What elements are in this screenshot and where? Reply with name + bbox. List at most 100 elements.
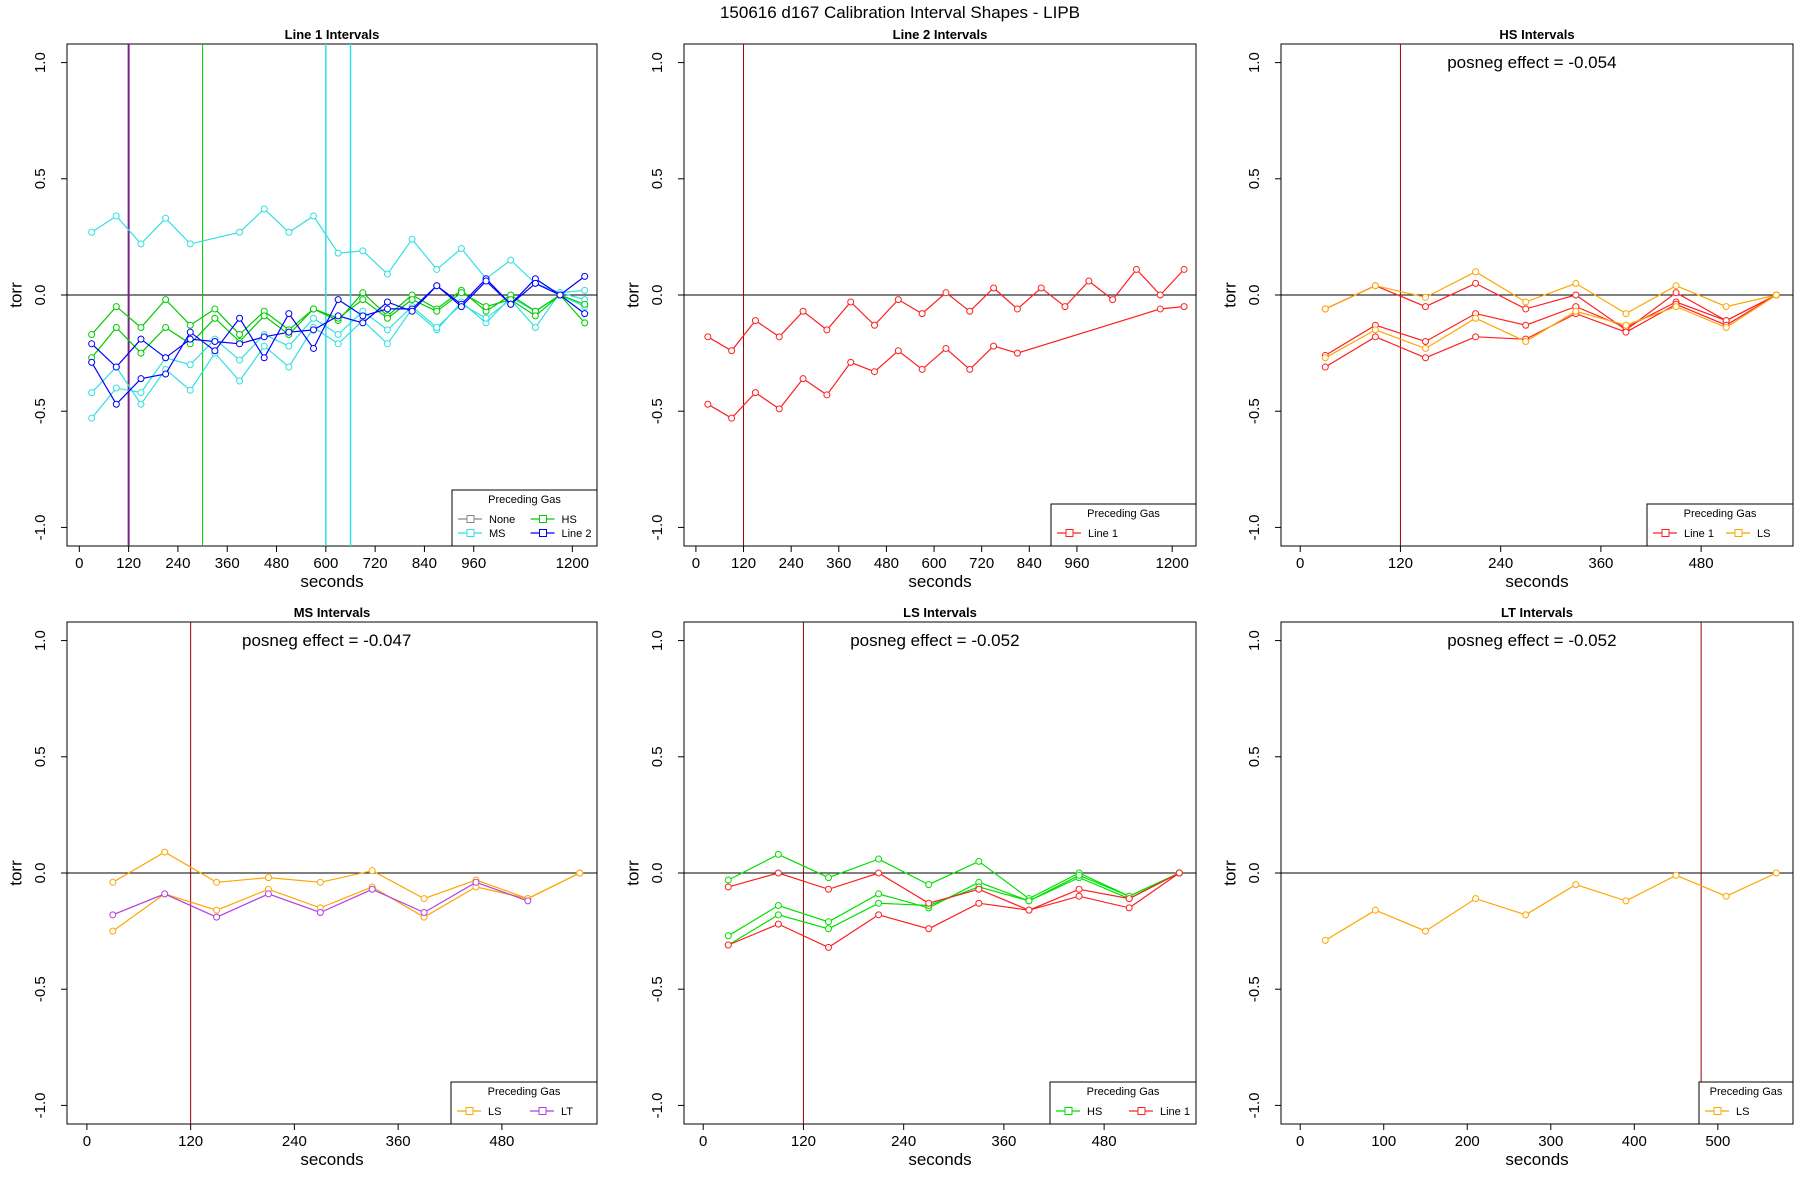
- series-line: [1325, 294, 1777, 359]
- x-tick-label: 300: [1538, 1133, 1563, 1150]
- data-point: [1061, 303, 1069, 311]
- data-point: [728, 414, 736, 422]
- data-point: [1125, 895, 1133, 903]
- legend-title: Preceding Gas: [1087, 508, 1160, 520]
- data-point: [774, 920, 782, 928]
- data-point: [162, 354, 170, 362]
- data-point: [457, 289, 465, 297]
- data-point: [1772, 291, 1780, 299]
- data-point: [966, 307, 974, 315]
- legend: Preceding Gas LS LT: [450, 1081, 598, 1125]
- data-point: [824, 943, 832, 951]
- y-tick-label: 0.5: [649, 168, 666, 189]
- y-axis-label: torr: [623, 282, 642, 308]
- data-point: [137, 389, 145, 397]
- x-tick-label: 0: [699, 1133, 707, 1150]
- data-point: [285, 310, 293, 318]
- x-tick-label: 600: [313, 555, 338, 572]
- data-point: [112, 400, 120, 408]
- x-tick-label: 0: [692, 555, 700, 572]
- legend-entry-label: HS: [562, 514, 577, 526]
- legend-entry-label: None: [489, 514, 515, 526]
- x-tick-label: 600: [922, 555, 947, 572]
- data-point: [482, 303, 490, 311]
- data-point: [236, 377, 244, 385]
- y-tick-label: -1.0: [32, 1092, 49, 1118]
- series-line: [1325, 282, 1777, 331]
- series-4: [1321, 268, 1780, 318]
- series-5: [724, 869, 1183, 951]
- data-point: [112, 212, 120, 220]
- x-tick-label: 480: [1689, 555, 1714, 572]
- y-tick-label: 0.5: [649, 746, 666, 767]
- data-point: [1421, 293, 1429, 301]
- data-point: [359, 289, 367, 297]
- x-tick-label: 840: [412, 555, 437, 572]
- data-point: [925, 899, 933, 907]
- y-tick-label: 1.0: [32, 630, 49, 651]
- data-point: [260, 342, 268, 350]
- data-point: [260, 312, 268, 320]
- data-point: [975, 857, 983, 865]
- data-point: [88, 340, 96, 348]
- panel-5: LS Intervals 0 120 240 360 480 1.0 0.5 0.0 -0.5 -1…: [623, 605, 1197, 1169]
- data-point: [1321, 936, 1329, 944]
- data-point: [1572, 881, 1580, 889]
- data-point: [871, 321, 879, 329]
- data-point: [383, 270, 391, 278]
- data-point: [581, 300, 589, 308]
- y-tick-label: 1.0: [649, 52, 666, 73]
- data-point: [383, 305, 391, 313]
- panel-1: Line 1 Intervals 0 120 240 360 480 600 720 840 96…: [6, 27, 598, 591]
- data-point: [1025, 906, 1033, 914]
- y-tick-label: 0.0: [32, 863, 49, 884]
- data-point: [162, 370, 170, 378]
- data-point: [724, 883, 732, 891]
- panel-6: LT Intervals 0 100 200 300 400 500 1.0 0.5 0.0 -0.…: [1220, 605, 1794, 1169]
- series-2: [704, 303, 1188, 422]
- data-point: [966, 365, 974, 373]
- series-line: [91, 294, 585, 406]
- data-point: [213, 913, 221, 921]
- data-point: [186, 361, 194, 369]
- x-tick-label: 720: [363, 555, 388, 572]
- data-point: [1622, 310, 1630, 318]
- data-point: [751, 317, 759, 325]
- data-point: [264, 890, 272, 898]
- data-point: [236, 340, 244, 348]
- data-point: [285, 228, 293, 236]
- x-tick-label: 0: [1296, 1133, 1304, 1150]
- data-point: [433, 265, 441, 273]
- data-point: [482, 314, 490, 322]
- legend-box: [451, 489, 598, 547]
- series-1: [704, 265, 1188, 355]
- legend-entry-label: Line 1: [1160, 1106, 1190, 1118]
- data-point: [1522, 337, 1530, 345]
- data-point: [334, 296, 342, 304]
- data-point: [990, 284, 998, 292]
- y-tick-label: -1.0: [649, 514, 666, 540]
- data-point: [1472, 333, 1480, 341]
- legend-swatch-marker: [1137, 1107, 1146, 1115]
- x-tick-label: 240: [165, 555, 190, 572]
- x-tick-label: 480: [264, 555, 289, 572]
- data-point: [285, 342, 293, 350]
- data-point: [1722, 324, 1730, 332]
- data-point: [433, 324, 441, 332]
- data-point: [875, 869, 883, 877]
- data-point: [334, 312, 342, 320]
- y-tick-label: 0.5: [1246, 168, 1263, 189]
- data-point: [823, 326, 831, 334]
- data-point: [137, 240, 145, 248]
- data-point: [1421, 927, 1429, 935]
- data-point: [1672, 871, 1680, 879]
- legend-title: Preceding Gas: [1710, 1086, 1783, 1098]
- data-point: [264, 874, 272, 882]
- data-point: [285, 328, 293, 336]
- y-tick-label: 0.0: [32, 285, 49, 306]
- data-point: [236, 331, 244, 339]
- x-tick-label: 0: [1296, 555, 1304, 572]
- data-point: [1722, 892, 1730, 900]
- data-point: [894, 347, 902, 355]
- legend: Preceding Gas Line 1 LS: [1646, 503, 1794, 547]
